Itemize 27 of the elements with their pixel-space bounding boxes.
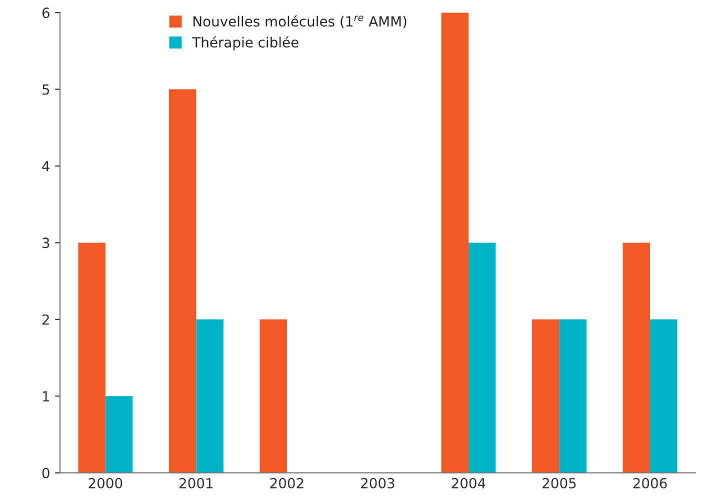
x-tick-label: 2006 xyxy=(633,478,667,488)
bar xyxy=(78,242,106,473)
bar xyxy=(650,319,678,473)
x-tick-label: 2005 xyxy=(542,478,576,488)
bar xyxy=(168,89,196,473)
x-tick-label: 2001 xyxy=(180,478,213,488)
bar xyxy=(559,319,586,473)
bar xyxy=(105,396,133,473)
y-tick-label: 2 xyxy=(42,314,49,325)
legend-label: Nouvelles molécules (1$^{re}$ AMM) xyxy=(194,15,406,28)
x-tick-label: 2003 xyxy=(361,478,394,488)
bar xyxy=(622,242,650,473)
bar xyxy=(468,242,496,473)
bar xyxy=(441,12,468,473)
x-tick-label: 2004 xyxy=(452,478,486,488)
x-tick-label: 2002 xyxy=(270,478,304,488)
y-tick-label: 5 xyxy=(42,84,50,95)
y-tick-label: 1 xyxy=(42,391,50,402)
x-tick-label: 2000 xyxy=(88,478,122,488)
legend-label: Thérapie ciblée xyxy=(192,36,298,50)
bar xyxy=(260,319,287,473)
y-tick-label: 0 xyxy=(42,468,50,478)
bar xyxy=(532,319,560,473)
y-tick-label: 3 xyxy=(42,238,50,248)
bar xyxy=(196,319,224,473)
y-tick-label: 6 xyxy=(42,8,50,18)
y-tick-label: 4 xyxy=(42,161,50,172)
